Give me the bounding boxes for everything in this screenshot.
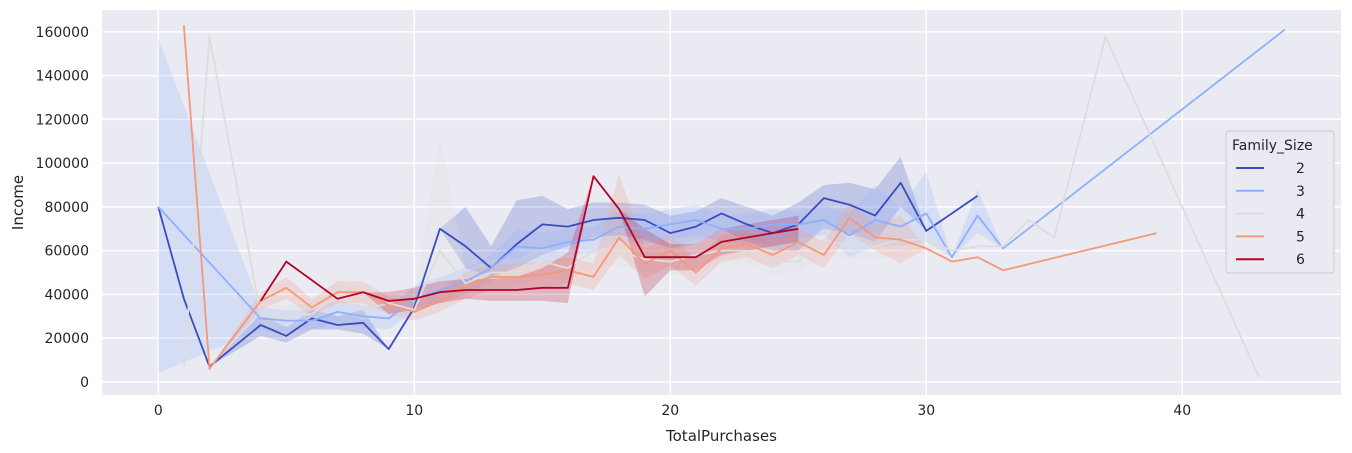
x-tick-label: 30 xyxy=(917,403,935,419)
y-tick-label: 20000 xyxy=(44,331,89,347)
x-axis-label: TotalPurchases xyxy=(665,427,777,445)
y-tick-label: 60000 xyxy=(44,244,89,260)
legend-label-3: 3 xyxy=(1296,184,1305,200)
y-tick-label: 0 xyxy=(80,375,89,391)
grid xyxy=(102,10,1341,395)
confidence-band-5 xyxy=(209,174,927,369)
y-tick-label: 80000 xyxy=(44,200,89,216)
confidence-band-6 xyxy=(363,176,594,315)
y-axis-ticks: 0 20000 40000 60000 80000 100000 120000 140000 1… xyxy=(36,25,89,391)
legend: Family_Size 2 3 4 5 6 xyxy=(1225,130,1335,274)
plot-area xyxy=(102,10,1341,395)
legend-title: Family_Size xyxy=(1232,138,1313,154)
legend-items: 2 3 4 5 6 xyxy=(1236,161,1305,268)
y-tick-label: 120000 xyxy=(36,112,89,128)
y-tick-label: 100000 xyxy=(36,156,89,172)
x-tick-label: 0 xyxy=(154,403,163,419)
x-axis-ticks: 0 10 20 30 40 xyxy=(154,403,1191,419)
x-tick-label: 10 xyxy=(405,403,423,419)
series-lines xyxy=(157,25,1286,378)
legend-label-4: 4 xyxy=(1296,207,1305,223)
series-line-5 xyxy=(183,25,1157,370)
series-line-6 xyxy=(259,175,799,302)
confidence-band-4 xyxy=(209,36,952,328)
series-line-3 xyxy=(157,28,1286,322)
legend-label-6: 6 xyxy=(1296,252,1305,268)
y-axis-label: Income xyxy=(9,175,27,230)
legend-box xyxy=(1225,130,1335,274)
y-tick-label: 40000 xyxy=(44,287,89,303)
confidence-band-2 xyxy=(439,156,927,277)
legend-label-5: 5 xyxy=(1296,229,1305,245)
y-tick-label: 160000 xyxy=(36,25,89,41)
series-line-4 xyxy=(183,35,1260,378)
x-tick-label: 40 xyxy=(1173,403,1191,419)
y-tick-label: 140000 xyxy=(36,69,89,85)
legend-label-2: 2 xyxy=(1296,161,1305,177)
x-tick-label: 20 xyxy=(661,403,679,419)
